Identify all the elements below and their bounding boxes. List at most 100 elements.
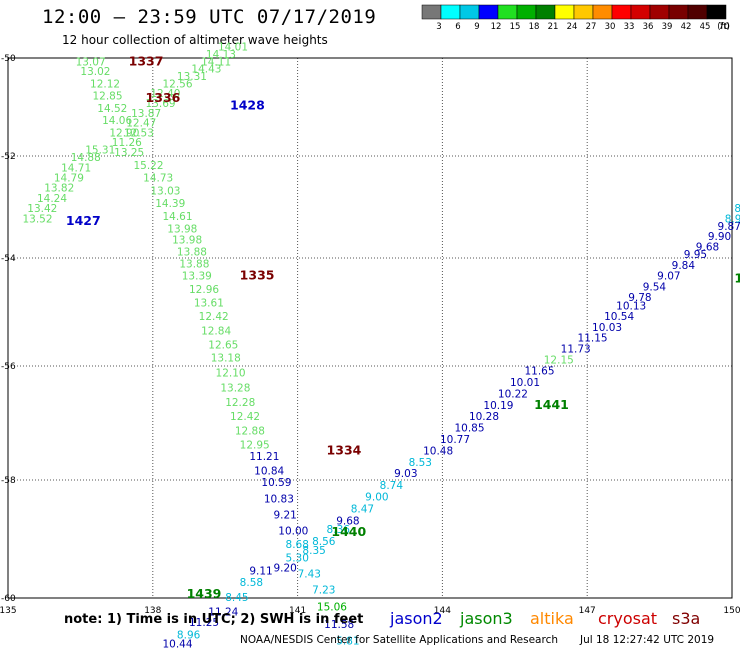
color-scale-unit: (ft) [717,22,730,32]
wave-height-label: 5.81 [336,636,359,648]
wave-height-label: 8.90 [734,203,740,215]
wave-height-label: 11.15 [578,333,608,345]
legend-cryosat: cryosat [598,609,658,628]
wave-height-label: 12.84 [201,326,231,338]
wave-height-label: 14.13 [206,49,236,61]
wave-height-label: 9.20 [273,562,296,574]
legend-altika: altika [530,609,574,628]
color-scale-swatch [592,4,613,20]
wave-height-label: 13.88 [179,259,209,271]
wave-height-label: 8.47 [351,503,374,515]
pass-time-label: 1439 [187,586,222,601]
wave-height-label: 14.39 [155,198,185,210]
color-scale-label: 39 [662,22,673,32]
wave-height-label: 10.03 [592,322,622,334]
lon-tick-label: 135 [0,606,17,616]
pass-time-label: 1337 [129,53,164,68]
wave-height-label: 12.95 [240,440,270,452]
wave-height-label: 13.61 [194,298,224,310]
wave-height-label: 13.25 [114,147,144,159]
wave-height-label: 13.07 [76,56,106,68]
pass-time-label: 1336 [146,90,181,105]
wave-height-label: 11.58 [324,619,354,631]
wave-height-label: 12.10 [216,367,246,379]
wave-height-label: 8.45 [225,592,248,604]
wave-height-label: 9.68 [696,241,719,253]
wave-height-label: 8.91 [725,213,740,225]
wave-height-label: 10.83 [264,493,294,505]
legend-jason2: jason2 [390,609,443,628]
wave-height-label: 9.68 [336,515,359,527]
color-scale-label: 15 [510,22,521,32]
wave-height-label: 12.85 [92,91,122,103]
wave-height-label: 14.52 [97,103,127,115]
pass-time-label: 1427 [66,213,101,228]
wave-height-label: 9.00 [365,492,388,504]
color-scale-label: 24 [567,22,578,32]
wave-height-label: 13.31 [177,71,207,83]
wave-height-label: 13.98 [172,235,202,247]
wave-height-label: 9.78 [628,292,651,304]
wave-height-label: 11.24 [208,606,238,618]
wave-height-label: 11.65 [524,366,554,378]
wave-height-label: 10.84 [254,465,284,477]
wave-height-label: 13.82 [44,183,74,195]
wave-height-label: 13.28 [220,383,250,395]
pass-time-label: 1334 [327,442,362,457]
wave-height-label: 15.31 [85,145,115,157]
color-scale-label: 36 [643,22,654,32]
wave-height-label: 8.96 [177,629,201,641]
page-subtitle: 12 hour collection of altimeter wave hei… [62,33,328,47]
wave-height-label: 12.12 [90,78,120,90]
wave-height-label: 12.42 [230,411,260,423]
wave-height-label: 12.42 [199,311,229,323]
color-scale-swatch [440,4,461,20]
color-scale-label: 9 [474,22,479,32]
wave-height-label: 12.47 [126,118,156,130]
pass-time-label: 1440 [331,524,366,539]
color-scale-swatch [554,4,575,20]
wave-height-label: 12.96 [189,284,219,296]
wave-height-label: 11.73 [561,344,591,356]
wave-height-label: 9.03 [394,468,417,480]
lat-tick-label: -60 [1,594,16,604]
wave-height-label: 9.11 [249,565,272,577]
wave-height-label: 9.84 [672,260,696,272]
wave-height-label: 11.25 [189,617,219,629]
color-scale-label: 42 [681,22,692,32]
color-scale-swatch [421,4,442,20]
color-scale-swatch [630,4,651,20]
legend-s3a: s3a [672,609,701,628]
map-frame [7,57,733,599]
wave-height-label: 12.65 [208,340,238,352]
color-scale-swatch [687,4,708,20]
color-scale-swatch [478,4,499,20]
wave-height-label: 11.26 [112,137,142,149]
color-scale-swatch [668,4,689,20]
lon-tick-label: 141 [289,606,306,616]
wave-height-label: 10.77 [440,434,470,446]
credit-text: NOAA/NESDIS Center for Satellite Applica… [240,634,558,646]
lon-tick-label: 150 [723,606,740,616]
wave-height-label: 13.18 [211,353,241,365]
wave-height-label: 10.44 [162,639,192,650]
wave-height-label: 14.73 [143,173,173,185]
wave-height-label: 13.42 [27,203,57,215]
color-scale-label: 3 [436,22,441,32]
wave-height-label: 7.43 [298,568,321,580]
wave-height-label: 8.53 [409,457,432,469]
wave-height-label: 9.07 [657,271,680,283]
wave-height-label: 13.69 [146,98,176,110]
color-scale-label: 12 [491,22,502,32]
color-scale-label: 45 [700,22,711,32]
color-scale-swatch [573,4,594,20]
color-scale-label: 6 [455,22,460,32]
lon-tick-label: 147 [579,606,596,616]
wave-height-label: 8.36 [327,524,351,536]
wave-height-label: 15.22 [133,160,163,172]
color-scale-label: 30 [605,22,616,32]
wave-height-label: 12.56 [162,78,192,90]
color-scale-label: 33 [624,22,635,32]
wave-height-label: 14.06 [102,115,132,127]
wave-height-label: 5.30 [286,552,309,564]
